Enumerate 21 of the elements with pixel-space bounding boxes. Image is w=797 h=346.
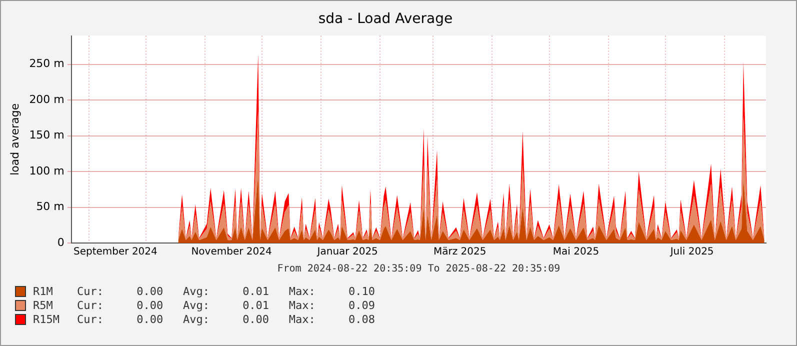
text: Cur: 0.00 Avg: 0.00 Max: 0.08 [77,312,376,326]
x-tick-label: Januar 2025 [316,246,378,258]
x-tick-label: Juli 2025 [669,246,714,258]
x-tick-label: März 2025 [434,246,486,258]
x-tick-label: September 2024 [73,246,158,258]
text: Cur: 0.00 Avg: 0.01 Max: 0.09 [77,298,376,312]
chart-title: sda - Load Average [318,11,453,28]
x-tick-label: November 2024 [191,246,272,258]
y-tick-label: 50 m [36,200,64,214]
x-axis-title: From 2024-08-22 20:35:09 To 2025-08-22 20:35:09 [277,264,560,275]
y-tick-label: 200 m [29,92,64,106]
legend-label: R1M [33,284,54,298]
y-tick-label: 100 m [29,164,64,178]
y-axis-title: load average [8,103,22,176]
legend-label: R15M [33,312,60,326]
y-tick-label: 0 [57,236,64,249]
x-tick-label: Mai 2025 [552,246,600,258]
legend-label: R5M [33,298,54,312]
text: Cur: 0.00 Avg: 0.01 Max: 0.10 [77,284,376,298]
y-tick-label: 250 m [29,57,64,70]
y-tick-label: 150 m [29,128,64,142]
